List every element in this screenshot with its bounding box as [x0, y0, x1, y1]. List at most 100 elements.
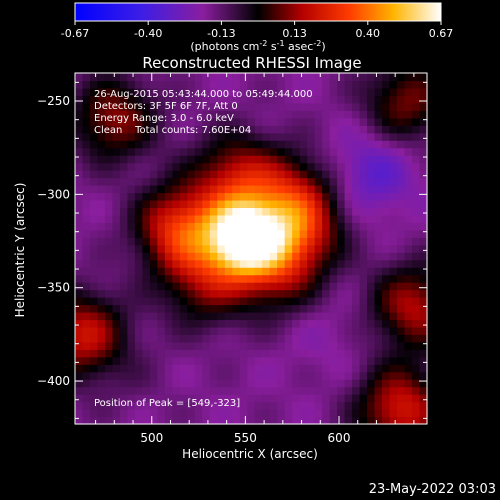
heatmap-cell — [299, 214, 308, 223]
heatmap-cell — [299, 170, 308, 179]
heatmap-cell — [217, 177, 226, 186]
heatmap-cell — [254, 319, 263, 328]
heatmap-cell — [404, 132, 413, 141]
heatmap-cell — [412, 207, 421, 216]
heatmap-cell — [239, 155, 248, 164]
heatmap-cell — [239, 244, 248, 253]
heatmap-cell — [194, 73, 203, 82]
heatmap-cell — [284, 274, 293, 283]
heatmap-cell — [202, 73, 211, 82]
heatmap-cell — [404, 356, 413, 365]
heatmap-cell — [179, 132, 188, 141]
heatmap-cell — [314, 282, 323, 291]
heatmap-cell — [337, 170, 346, 179]
heatmap-cell — [172, 199, 181, 209]
heatmap-cell — [224, 140, 233, 149]
heatmap-cell — [232, 155, 241, 164]
heatmap-cell — [299, 394, 308, 403]
heatmap-cell — [119, 326, 129, 335]
heatmap-cell — [202, 102, 211, 111]
heatmap-cell — [104, 229, 114, 238]
heatmap-cell — [397, 110, 406, 119]
heatmap-cell — [329, 341, 338, 350]
heatmap-cell — [352, 185, 361, 194]
heatmap-cell — [247, 117, 256, 126]
heatmap-cell — [329, 297, 338, 306]
heatmap-cell — [97, 207, 106, 216]
heatmap-cell — [329, 192, 338, 201]
heatmap-cell — [299, 349, 308, 358]
heatmap-cell — [209, 177, 218, 186]
heatmap-cell — [127, 214, 136, 223]
heatmap-cell — [224, 207, 233, 216]
heatmap-cell — [322, 289, 331, 298]
heatmap-cell — [262, 237, 271, 246]
heatmap-cell — [75, 371, 84, 380]
heatmap-cell — [419, 364, 428, 373]
heatmap-cell — [82, 386, 91, 395]
heatmap-cell — [359, 289, 368, 298]
heatmap-cell — [277, 371, 286, 380]
heatmap-cell — [307, 110, 316, 119]
heatmap-cell — [89, 267, 99, 276]
heatmap-cell — [322, 252, 331, 261]
heatmap-cell — [187, 297, 196, 306]
heatmap-cell — [112, 125, 121, 134]
heatmap-cell — [397, 394, 406, 403]
heatmap-cell — [194, 117, 203, 126]
heatmap-cell — [254, 177, 263, 186]
heatmap-cell — [194, 326, 203, 335]
heatmap-cell — [359, 80, 368, 89]
heatmap-cell — [202, 274, 211, 283]
heatmap-cell — [247, 386, 256, 395]
heatmap-cell — [344, 199, 353, 209]
heatmap-cell — [194, 319, 203, 328]
heatmap-cell — [352, 73, 361, 82]
heatmap-cell — [419, 289, 428, 298]
chart-title: Reconstructed RHESSI Image — [142, 54, 361, 72]
heatmap-cell — [224, 297, 233, 306]
heatmap-cell — [374, 125, 383, 134]
heatmap-cell — [217, 259, 226, 268]
heatmap-cell — [419, 170, 428, 179]
heatmap-cell — [127, 304, 136, 313]
heatmap-cell — [374, 297, 383, 306]
heatmap-cell — [247, 252, 256, 261]
heatmap-cell — [284, 229, 293, 238]
heatmap-cell — [172, 282, 181, 291]
heatmap-cell — [194, 409, 203, 418]
heatmap-cell — [382, 379, 391, 388]
heatmap-cell — [217, 319, 226, 328]
heatmap-cell — [127, 341, 136, 350]
heatmap-cell — [262, 356, 271, 365]
heatmap-cell — [359, 117, 368, 126]
heatmap-cell — [97, 125, 106, 134]
heatmap-cell — [262, 177, 271, 186]
heatmap-cell — [209, 155, 218, 164]
heatmap-cell — [359, 356, 368, 365]
heatmap-cell — [142, 117, 151, 126]
heatmap-cell — [217, 95, 226, 104]
heatmap-cell — [202, 259, 211, 268]
heatmap-cell — [412, 401, 421, 410]
heatmap-cell — [352, 237, 361, 246]
heatmap-cell — [209, 341, 218, 350]
heatmap-cell — [239, 229, 248, 238]
heatmap-cell — [254, 274, 263, 283]
heatmap-cell — [277, 274, 286, 283]
heatmap-cell — [187, 252, 196, 261]
heatmap-cell — [164, 80, 173, 89]
heatmap-cell — [352, 170, 361, 179]
heatmap-cell — [314, 132, 323, 141]
heatmap-cell — [322, 304, 331, 313]
heatmap-cell — [179, 110, 188, 119]
heatmap-cell — [389, 356, 398, 365]
heatmap-cell — [127, 125, 136, 134]
heatmap-cell — [172, 185, 181, 194]
heatmap-cell — [262, 282, 271, 291]
heatmap-cell — [224, 177, 233, 186]
heatmap-cell — [187, 162, 196, 171]
heatmap-cell — [149, 349, 158, 358]
heatmap-cell — [247, 259, 256, 268]
heatmap-cell — [104, 341, 114, 350]
